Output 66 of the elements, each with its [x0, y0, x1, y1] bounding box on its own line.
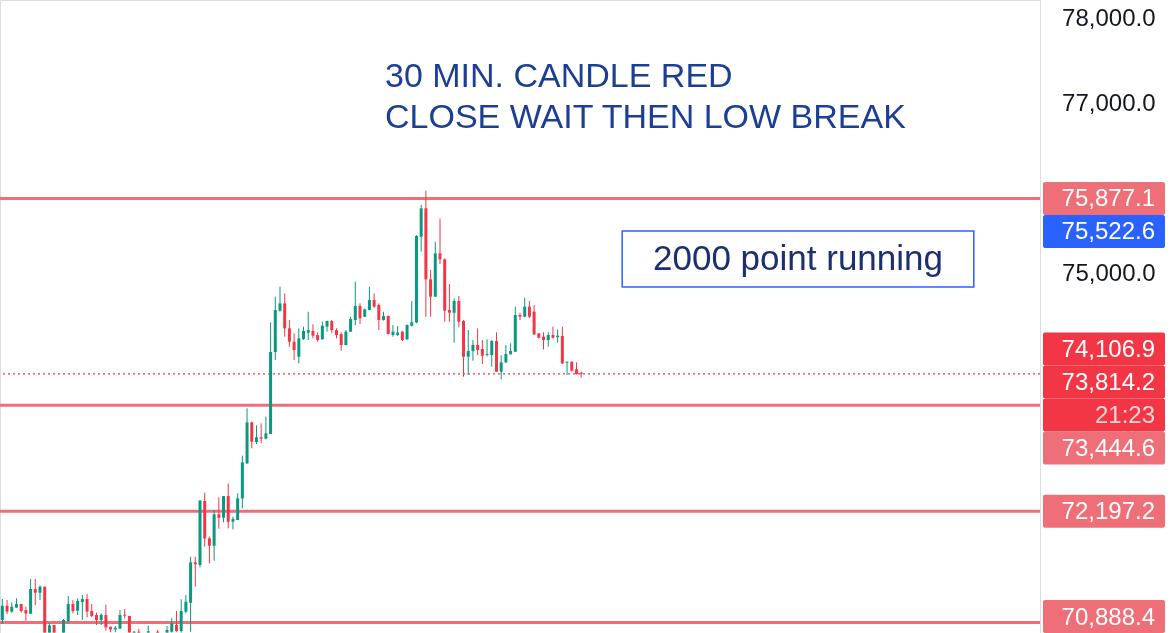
candlestick — [222, 495, 226, 523]
candlestick — [518, 312, 522, 321]
candlestick — [254, 424, 258, 445]
candlestick — [5, 599, 9, 615]
candlestick — [24, 606, 28, 622]
text: 75,522.6 — [1061, 217, 1155, 245]
ref-line-label: 70,888.4 — [1061, 602, 1155, 630]
candlestick — [452, 297, 456, 344]
candlestick — [320, 321, 324, 341]
ref-line-label: 73,444.6 — [1061, 434, 1155, 461]
candlestick — [551, 326, 555, 339]
candlestick — [476, 327, 480, 356]
y-tick-label: 78,000.0 — [1062, 3, 1156, 31]
candlestick — [250, 421, 254, 449]
y-tick-label: 75,000.0 — [1062, 258, 1156, 286]
candlestick — [471, 339, 475, 362]
annotation: 2000 point running — [653, 238, 943, 277]
ref-line-label: 73,814.2 — [1061, 368, 1155, 395]
candlestick — [38, 584, 42, 601]
candlestick — [311, 323, 315, 339]
candlestick — [165, 625, 169, 633]
candlestick — [438, 217, 442, 265]
candlestick — [292, 332, 296, 361]
candlestick — [504, 344, 508, 364]
candlestick — [306, 311, 310, 341]
candlestick — [490, 339, 494, 368]
candlestick — [217, 496, 221, 530]
candlestick — [466, 329, 470, 376]
candlestick — [231, 516, 235, 530]
candlestick — [207, 536, 211, 564]
candlestick — [457, 295, 461, 328]
candlestick — [179, 598, 183, 633]
y-tick-label: 77,000.0 — [1062, 88, 1156, 116]
candlestick — [353, 281, 357, 326]
candlestick — [278, 286, 282, 313]
candlestick — [118, 609, 122, 630]
candlestick — [287, 319, 291, 348]
ref-line-label: 75,877.1 — [1061, 184, 1155, 212]
candlestick — [297, 327, 301, 364]
candlestick — [447, 283, 451, 323]
text: 74,106.9 — [1061, 335, 1155, 362]
candlestick — [565, 360, 569, 376]
candlestick — [485, 338, 489, 357]
candlestick — [429, 269, 433, 318]
candlestick — [174, 610, 178, 633]
candlestick — [33, 578, 37, 606]
candlestick — [391, 324, 395, 338]
candlestick — [499, 354, 503, 380]
candlestick — [80, 594, 84, 621]
candlestick — [104, 604, 108, 632]
candlestick — [259, 422, 263, 444]
candlestick — [66, 595, 70, 624]
annotation: 30 MIN. CANDLE RED CLOSE WAIT THEN LOW BREAK — [385, 56, 907, 136]
candlestick — [0, 598, 4, 625]
candlestick — [532, 304, 536, 336]
candlestick — [377, 302, 381, 331]
candlestick — [193, 556, 197, 588]
candlestick — [325, 320, 329, 333]
candlestick — [236, 492, 240, 521]
ref-line-label: 72,197.2 — [1061, 497, 1155, 525]
candlestick — [358, 302, 362, 325]
text: 21:23 — [1094, 401, 1155, 428]
candlestick — [480, 339, 484, 365]
candlestick — [339, 331, 343, 352]
candlestick — [71, 599, 75, 614]
candlestick — [85, 593, 89, 618]
